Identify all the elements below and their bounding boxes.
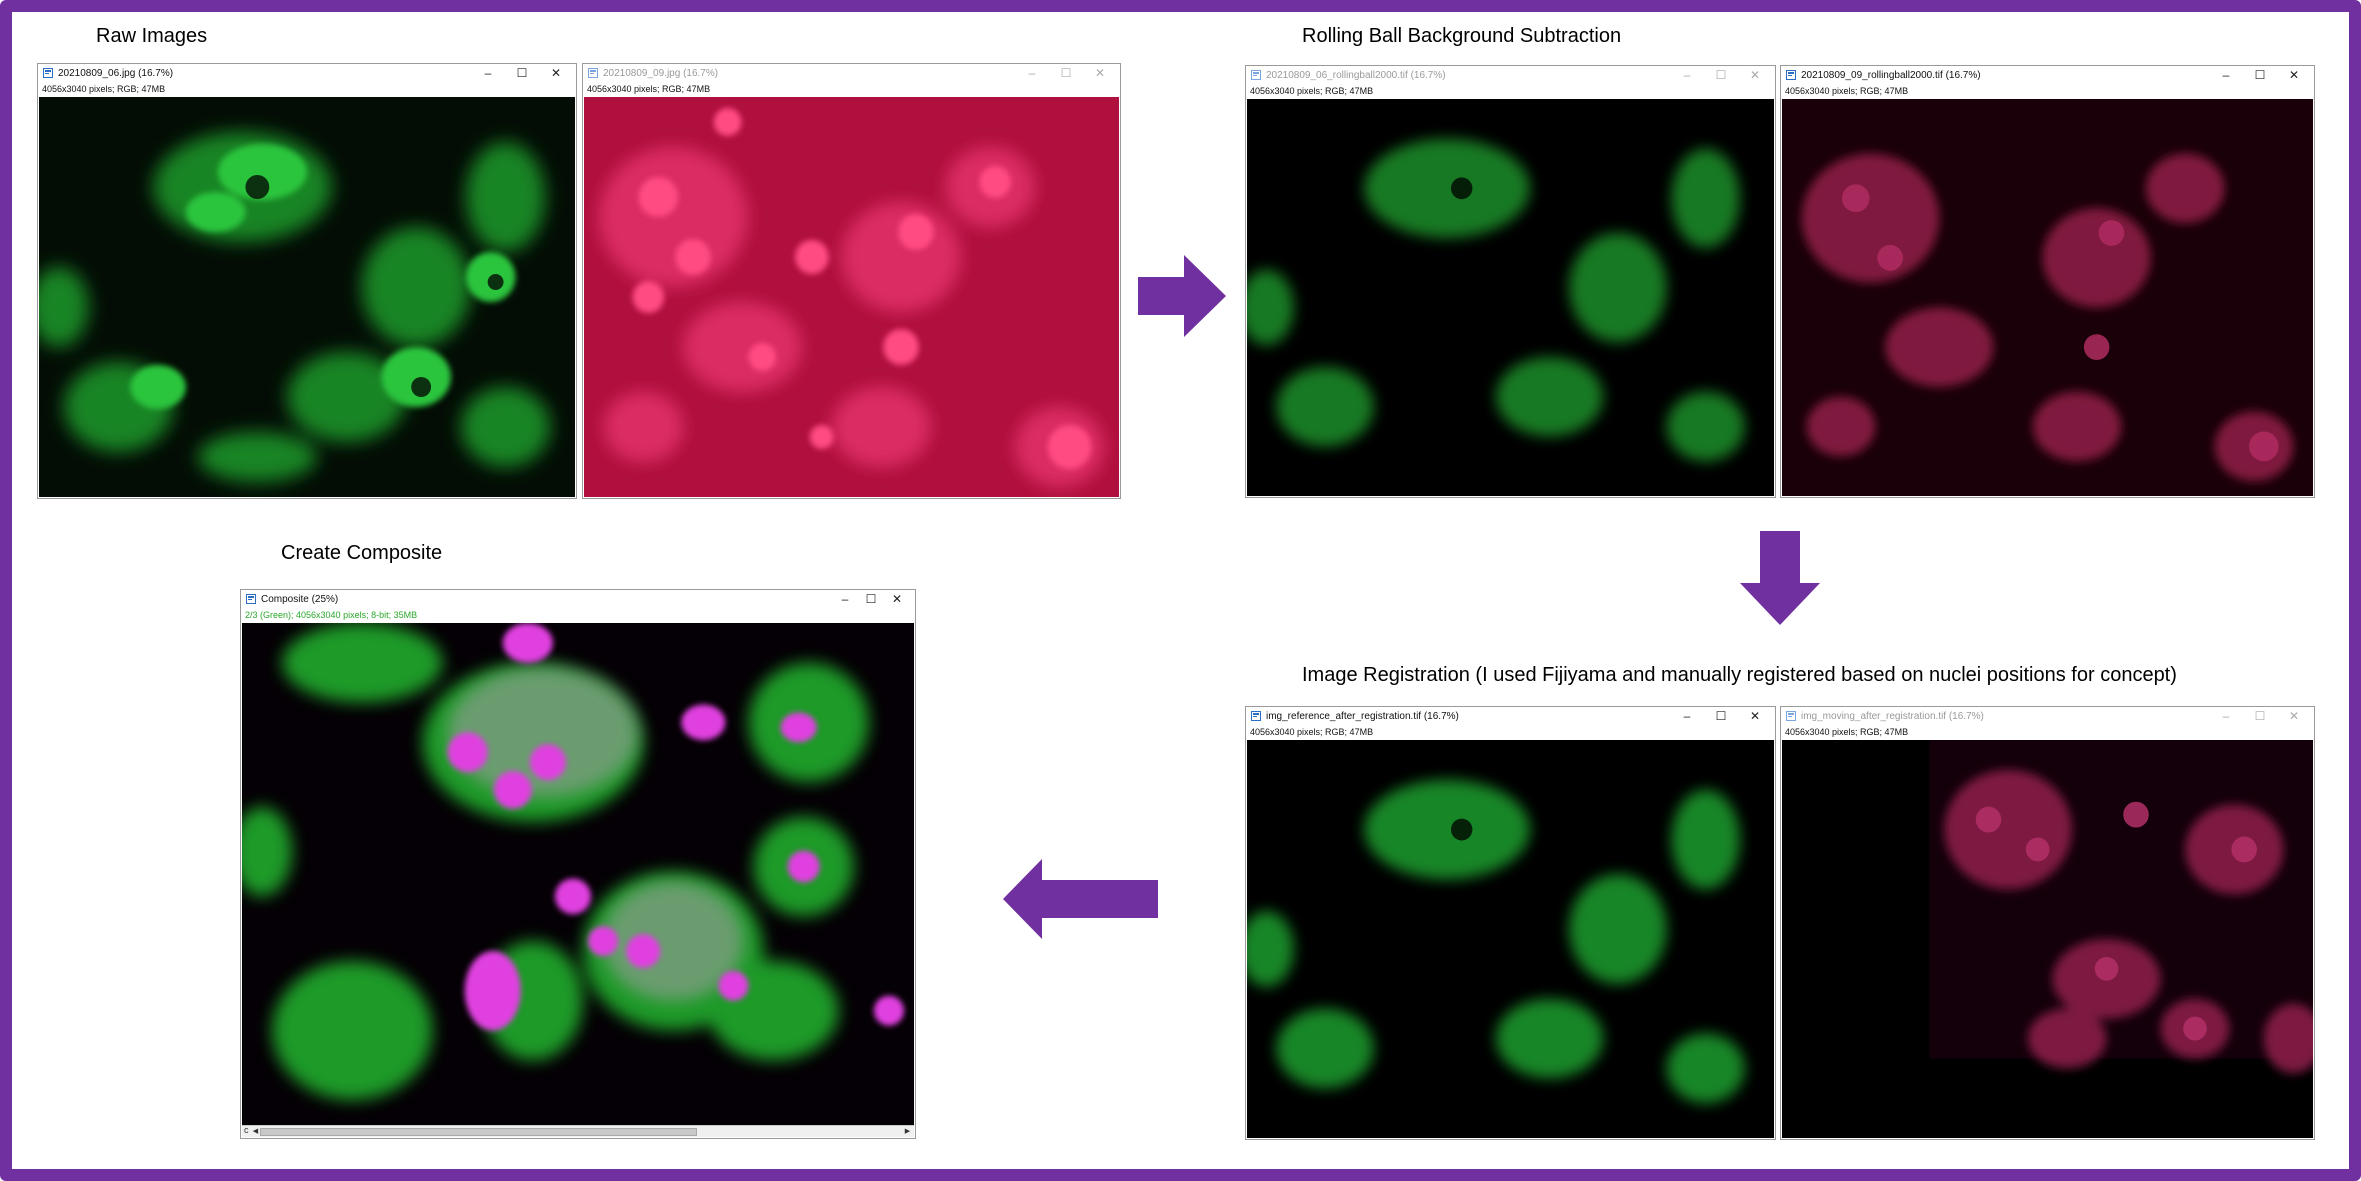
imagej-window-icon [588,68,598,78]
scroll-left-icon[interactable]: ◀ [252,1128,259,1135]
minimize-button[interactable]: – [2222,709,2230,723]
image-info: 2/3 (Green); 4056x3040 pixels; 8-bit; 35… [245,610,418,620]
maximize-button[interactable]: ☐ [516,66,528,80]
window-title: Composite (25%) [261,594,339,605]
section-title-raw-images: Raw Images [96,25,208,47]
window-titlebar[interactable]: 20210809_09.jpg (16.7%) – ☐ ✕ [583,64,1120,83]
image-canvas[interactable] [242,623,914,1125]
window-titlebar[interactable]: 20210809_06_rollingball2000.tif (16.7%) … [1246,66,1775,85]
window-title: 20210809_06_rollingball2000.tif (16.7%) [1266,70,1446,81]
close-button[interactable]: ✕ [891,592,903,606]
window-titlebar[interactable]: Composite (25%) – ☐ ✕ [241,590,915,609]
section-title-rolling-ball: Rolling Ball Background Subtraction [1302,25,1622,47]
close-button[interactable]: ✕ [2288,68,2300,82]
image-info: 4056x3040 pixels; RGB; 47MB [587,84,711,94]
image-canvas[interactable] [584,97,1119,497]
scroll-right-icon[interactable]: ▶ [904,1128,911,1135]
imagej-window-icon [43,68,53,78]
image-info: 4056x3040 pixels; RGB; 47MB [1785,86,1909,96]
flow-arrow-icon [1740,531,1820,625]
image-info: 4056x3040 pixels; RGB; 47MB [1250,86,1374,96]
imagej-window-icon [1786,711,1796,721]
channel-scroll-label: c [244,1125,249,1135]
window-title: img_moving_after_registration.tif (16.7%… [1801,711,1984,722]
minimize-button[interactable]: – [1028,66,1036,80]
close-button[interactable]: ✕ [550,66,562,80]
scroll-thumb[interactable] [260,1128,697,1136]
imagej-window-icon [246,594,256,604]
image-window-registration-reference[interactable]: img_reference_after_registration.tif (16… [1245,706,1776,1140]
image-info: 4056x3040 pixels; RGB; 47MB [42,84,166,94]
close-button[interactable]: ✕ [1749,709,1761,723]
window-titlebar[interactable]: img_moving_after_registration.tif (16.7%… [1781,707,2314,726]
window-titlebar[interactable]: img_reference_after_registration.tif (16… [1246,707,1775,726]
window-title: img_reference_after_registration.tif (16… [1266,711,1459,722]
image-canvas[interactable] [1782,740,2313,1138]
window-titlebar[interactable]: 20210809_09_rollingball2000.tif (16.7%) … [1781,66,2314,85]
image-window-rollingball-red[interactable]: 20210809_09_rollingball2000.tif (16.7%) … [1780,65,2315,498]
minimize-button[interactable]: – [1683,709,1691,723]
maximize-button[interactable]: ☐ [1715,68,1727,82]
maximize-button[interactable]: ☐ [1060,66,1072,80]
maximize-button[interactable]: ☐ [1715,709,1727,723]
imagej-window-icon [1786,70,1796,80]
minimize-button[interactable]: – [484,66,492,80]
maximize-button[interactable]: ☐ [2254,709,2266,723]
imagej-window-icon [1251,711,1261,721]
minimize-button[interactable]: – [841,592,849,606]
maximize-button[interactable]: ☐ [2254,68,2266,82]
imagej-window-icon [1251,70,1261,80]
section-title-image-registration: Image Registration (I used Fijiyama and … [1302,664,2177,686]
flow-arrow-icon [1003,859,1158,939]
close-button[interactable]: ✕ [2288,709,2300,723]
flow-arrow-icon [1138,255,1226,337]
minimize-button[interactable]: – [1683,68,1691,82]
horizontal-scrollbar[interactable]: c ◀ ▶ [242,1125,914,1137]
close-button[interactable]: ✕ [1094,66,1106,80]
window-title: 20210809_09.jpg (16.7%) [603,68,719,79]
image-window-raw-green[interactable]: 20210809_06.jpg (16.7%) – ☐ ✕ 4056x3040 … [37,63,577,499]
image-window-registration-moving[interactable]: img_moving_after_registration.tif (16.7%… [1780,706,2315,1140]
minimize-button[interactable]: – [2222,68,2230,82]
image-info: 4056x3040 pixels; RGB; 47MB [1250,727,1374,737]
image-window-rollingball-green[interactable]: 20210809_06_rollingball2000.tif (16.7%) … [1245,65,1776,498]
image-window-composite[interactable]: Composite (25%) – ☐ ✕ 2/3 (Green); 4056x… [240,589,916,1139]
maximize-button[interactable]: ☐ [865,592,877,606]
image-info: 4056x3040 pixels; RGB; 47MB [1785,727,1909,737]
image-canvas[interactable] [1247,740,1774,1138]
image-canvas[interactable] [1782,99,2313,496]
window-title: 20210809_09_rollingball2000.tif (16.7%) [1801,70,1981,81]
image-window-raw-red[interactable]: 20210809_09.jpg (16.7%) – ☐ ✕ 4056x3040 … [582,63,1121,499]
window-titlebar[interactable]: 20210809_06.jpg (16.7%) – ☐ ✕ [38,64,576,83]
image-canvas[interactable] [1247,99,1774,496]
close-button[interactable]: ✕ [1749,68,1761,82]
image-canvas[interactable] [39,97,575,497]
section-title-create-composite: Create Composite [281,542,443,564]
window-title: 20210809_06.jpg (16.7%) [58,68,174,79]
